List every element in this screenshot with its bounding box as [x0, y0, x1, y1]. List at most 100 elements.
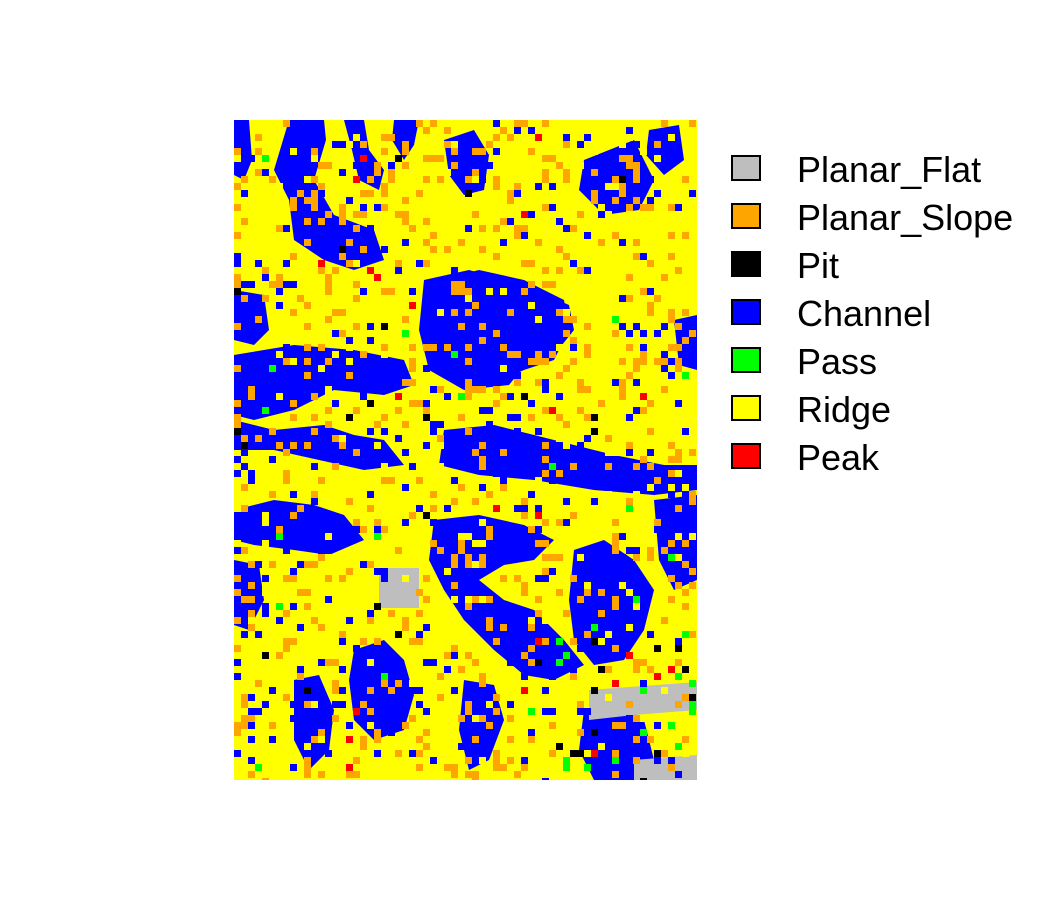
raster-cell	[528, 708, 535, 715]
raster-cell	[514, 575, 521, 582]
raster-cell	[640, 603, 647, 610]
raster-cell	[626, 330, 633, 337]
raster-cell	[647, 260, 654, 267]
raster-cell	[234, 729, 241, 736]
raster-cell	[346, 498, 353, 505]
raster-cell	[451, 561, 458, 568]
raster-cell	[640, 470, 647, 477]
raster-cell	[668, 316, 675, 323]
raster-cell	[675, 645, 682, 652]
raster-cell	[318, 162, 325, 169]
raster-cell	[542, 379, 549, 386]
raster-cell	[479, 176, 486, 183]
raster-cell	[304, 302, 311, 309]
raster-cell	[689, 694, 696, 701]
raster-cell	[535, 316, 542, 323]
raster-cell	[514, 505, 521, 512]
raster-cell	[374, 204, 381, 211]
raster-cell	[556, 743, 563, 750]
raster-cell	[486, 722, 493, 729]
raster-cell	[276, 288, 283, 295]
raster-cell	[465, 344, 472, 351]
raster-cell	[542, 386, 549, 393]
raster-cell	[514, 428, 521, 435]
raster-cell	[353, 260, 360, 267]
raster-cell	[360, 351, 367, 358]
raster-cell	[619, 155, 626, 162]
raster-cell	[339, 204, 346, 211]
raster-cell	[402, 141, 409, 148]
raster-cell	[346, 505, 353, 512]
raster-cell	[381, 477, 388, 484]
raster-cell	[577, 211, 584, 218]
raster-cell	[248, 232, 255, 239]
raster-cell	[640, 288, 647, 295]
raster-cell	[605, 666, 612, 673]
raster-cell	[458, 575, 465, 582]
raster-cell	[374, 750, 381, 757]
raster-cell	[612, 484, 619, 491]
raster-cell	[346, 771, 353, 778]
raster-cell	[500, 239, 507, 246]
central-channel-blob	[424, 270, 569, 385]
raster-cell	[500, 631, 507, 638]
raster-cell	[556, 750, 563, 757]
raster-cell	[248, 477, 255, 484]
raster-cell	[493, 225, 500, 232]
raster-cell	[640, 778, 647, 780]
raster-cell	[591, 218, 598, 225]
raster-cell	[367, 708, 374, 715]
raster-cell	[577, 162, 584, 169]
raster-cell	[633, 176, 640, 183]
raster-speckles	[234, 120, 696, 780]
raster-cell	[479, 442, 486, 449]
raster-cell	[479, 281, 486, 288]
raster-cell	[626, 442, 633, 449]
raster-cell	[346, 358, 353, 365]
raster-cell	[528, 414, 535, 421]
raster-cell	[276, 652, 283, 659]
raster-cell	[521, 386, 528, 393]
raster-cell	[619, 533, 626, 540]
raster-cell	[528, 659, 535, 666]
raster-cell	[402, 610, 409, 617]
raster-cell	[248, 715, 255, 722]
raster-cell	[521, 498, 528, 505]
raster-cell	[647, 428, 654, 435]
raster-cell	[374, 729, 381, 736]
raster-cell	[535, 526, 542, 533]
raster-cell	[318, 309, 325, 316]
raster-cell	[388, 288, 395, 295]
raster-cell	[528, 729, 535, 736]
raster-cell	[563, 477, 570, 484]
raster-cell	[360, 603, 367, 610]
raster-cell	[486, 288, 493, 295]
raster-cell	[507, 239, 514, 246]
raster-cell	[640, 148, 647, 155]
raster-cell	[402, 519, 409, 526]
raster-cell	[626, 505, 633, 512]
raster-cell	[563, 652, 570, 659]
raster-cell	[458, 715, 465, 722]
raster-cell	[297, 190, 304, 197]
raster-cell	[248, 694, 255, 701]
raster-cell	[388, 169, 395, 176]
raster-cell	[304, 505, 311, 512]
raster-cell	[605, 463, 612, 470]
raster-cell	[472, 302, 479, 309]
raster-cell	[367, 225, 374, 232]
raster-cell	[591, 169, 598, 176]
raster-cell	[528, 617, 535, 624]
raster-cell	[234, 575, 241, 582]
raster-cell	[633, 736, 640, 743]
legend-swatch-pass	[731, 347, 761, 373]
raster-cell	[577, 701, 584, 708]
raster-cell	[248, 596, 255, 603]
raster-cell	[661, 365, 668, 372]
raster-cell	[682, 337, 689, 344]
raster-cell	[549, 407, 556, 414]
raster-cell	[283, 575, 290, 582]
raster-cell	[682, 610, 689, 617]
raster-cell	[535, 428, 542, 435]
raster-cell	[556, 519, 563, 526]
